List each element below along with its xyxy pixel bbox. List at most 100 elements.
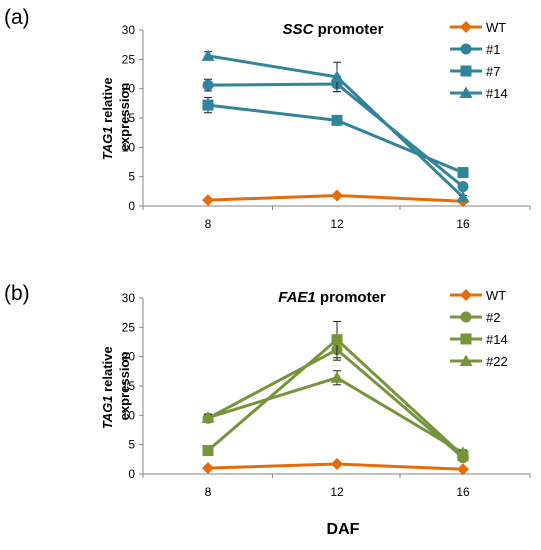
- tick-labels-b: 0 5 10 15 20 25 30 8 12 16: [122, 291, 470, 499]
- y-tick-label-a-5: 25: [122, 52, 136, 66]
- y-tick-label-b-6: 30: [122, 291, 136, 305]
- legend-marker-b-3: [459, 354, 473, 366]
- series-a-n1-point-0: [202, 79, 214, 91]
- series-a-wt: [202, 189, 469, 208]
- x-tick-label-a-0: 8: [205, 217, 212, 231]
- series-a-n14-point-0: [201, 49, 215, 61]
- y-tick-label-b-5: 25: [122, 320, 136, 334]
- y-tick-label-b-3: 15: [122, 379, 136, 393]
- x-tick-label-b-0: 8: [205, 485, 212, 499]
- legend-entry-b-1: #2: [450, 310, 500, 325]
- series-b-n14: [202, 320, 469, 462]
- series-a-n7-point-0: [202, 99, 214, 111]
- series-b-wt: [202, 458, 469, 476]
- series-a-n1-point-2: [457, 181, 469, 193]
- y-axis-label-rest-b: relative: [100, 346, 115, 395]
- legend-entry-b-2: #14: [450, 332, 508, 347]
- legend-entry-b-3: #22: [450, 354, 508, 369]
- tick-labels-a: 0 5 10 15 20 25 30 8 12 16: [122, 23, 470, 231]
- legend-label-a-2: #7: [486, 64, 500, 79]
- y-axis-label-line2-a: expression: [117, 83, 132, 152]
- series-a-n1: [202, 75, 469, 193]
- title-italic-a: SSC: [283, 21, 315, 38]
- legend-label-b-2: #14: [486, 332, 508, 347]
- legend-marker-a-3: [459, 86, 473, 98]
- title-rest-b: promoter: [316, 289, 386, 306]
- series-a-n7-point-2: [457, 167, 469, 179]
- legend-marker-a-2: [460, 65, 472, 77]
- series-a-n1-line: [207, 82, 464, 188]
- axes-a: [139, 29, 531, 210]
- series-b-wt-point-0: [202, 462, 214, 475]
- legend-marker-b-0: [460, 289, 472, 301]
- y-axis-label-line1-b: TAG1 relative: [100, 346, 115, 429]
- x-tick-label-b-2: 16: [456, 485, 470, 499]
- legend-marker-a-1: [460, 43, 472, 55]
- series-b-n22: [201, 370, 470, 458]
- y-tick-label-a-0: 0: [128, 199, 135, 213]
- legend-marker-b-2: [460, 333, 472, 345]
- y-axis-label-italic-a: TAG1: [100, 127, 115, 161]
- legend-a: WT #1 #7 #14: [450, 20, 508, 101]
- legend-label-a-3: #14: [486, 86, 508, 101]
- series-marks-b: [201, 320, 470, 476]
- legend-entry-a-2: #7: [450, 64, 500, 79]
- legend-entry-a-3: #14: [450, 86, 508, 101]
- y-tick-label-a-4: 20: [122, 82, 136, 96]
- series-b-n14-point-0: [202, 445, 214, 457]
- chart-panel-b: (b) FAE1 promoter TAG1 relative expressi…: [4, 282, 531, 499]
- series-a-n14: [201, 49, 470, 203]
- chart-title-b: FAE1 promoter: [278, 289, 386, 306]
- legend-entry-a-1: #1: [450, 42, 500, 57]
- legend-label-a-1: #1: [486, 42, 500, 57]
- y-tick-label-a-2: 10: [122, 140, 136, 154]
- series-b-n22-point-1: [330, 371, 344, 383]
- panel-label-b: (b): [4, 282, 30, 305]
- title-italic-b: FAE1: [278, 289, 316, 306]
- axes-b: [139, 297, 531, 478]
- y-axis-label-b: TAG1 relative expression: [100, 343, 132, 430]
- y-tick-label-a-3: 15: [122, 111, 136, 125]
- y-tick-label-a-1: 5: [128, 170, 135, 184]
- chart-title-a: SSC promoter: [283, 21, 384, 38]
- legend-b: WT #2 #14 #22: [450, 288, 508, 369]
- y-axis-label-rest-a: relative: [100, 77, 115, 126]
- chart-panel-a: (a) SSC promoter TAG1 relative expressio…: [4, 6, 531, 231]
- legend-marker-b-1: [460, 311, 472, 323]
- legend-entry-a-0: WT: [450, 20, 506, 35]
- y-tick-label-b-1: 5: [128, 438, 135, 452]
- y-axis-label-italic-b: TAG1: [100, 396, 115, 430]
- series-b-n22-point-2: [456, 446, 470, 458]
- legend-entry-b-0: WT: [450, 288, 506, 303]
- legend-label-b-3: #22: [486, 354, 508, 369]
- y-tick-label-b-4: 20: [122, 350, 136, 364]
- series-b-wt-point-2: [457, 463, 469, 476]
- title-rest-a: promoter: [313, 21, 383, 38]
- x-tick-label-a-2: 16: [456, 217, 470, 231]
- y-tick-label-a-6: 30: [122, 23, 136, 37]
- y-axis-label-line1-a: TAG1 relative: [100, 77, 115, 160]
- x-axis-label: DAF: [327, 521, 360, 538]
- series-a-wt-point-1: [331, 189, 343, 202]
- y-tick-label-b-2: 10: [122, 408, 136, 422]
- y-tick-label-b-0: 0: [128, 467, 135, 481]
- series-a-n14-point-2: [456, 190, 470, 203]
- series-b-n22-line: [207, 376, 464, 455]
- x-tick-label-b-1: 12: [330, 485, 344, 499]
- series-b-n2-line: [207, 347, 464, 459]
- y-axis-label-a: TAG1 relative expression: [100, 74, 132, 161]
- series-marks-a: [201, 49, 470, 208]
- series-b-n22-point-0: [201, 411, 215, 423]
- series-a-n7-point-1: [331, 114, 343, 126]
- y-axis-label-line2-b: expression: [117, 352, 132, 421]
- legend-label-b-0: WT: [486, 288, 506, 303]
- x-tick-label-a-1: 12: [330, 217, 344, 231]
- series-a-wt-point-0: [202, 194, 214, 207]
- legend-marker-a-0: [460, 21, 472, 33]
- series-b-wt-point-1: [331, 458, 343, 471]
- panel-label-a: (a): [4, 6, 30, 29]
- series-a-n14-point-1: [330, 70, 344, 82]
- legend-label-a-0: WT: [486, 20, 506, 35]
- series-b-n14-point-1: [331, 334, 343, 346]
